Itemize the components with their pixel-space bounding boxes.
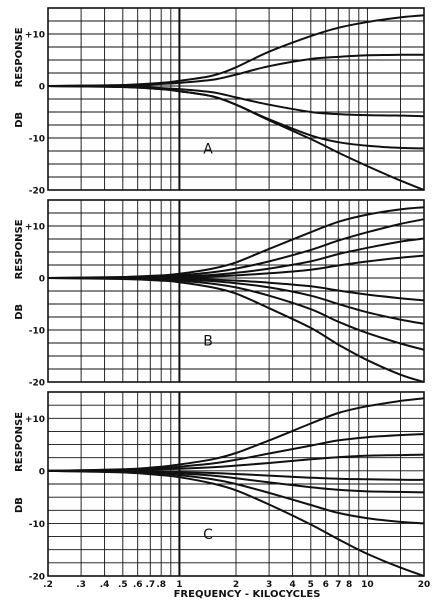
- x-tick-label: 7: [335, 580, 341, 590]
- y-axis-label-db: DB: [14, 112, 25, 128]
- panel-label: B: [203, 333, 213, 349]
- series-curves: [47, 206, 425, 383]
- chart-panel-b: +10 0 -10 -20 RESPONSE DB B: [14, 199, 425, 389]
- y-tick-label: 0: [39, 83, 45, 93]
- y-tick-label: -20: [29, 573, 45, 583]
- y-tick-label: 0: [39, 275, 45, 285]
- x-tick-label: .4: [100, 580, 110, 590]
- chart-panel-a: +10 0 -10 -20 RESPONSE DB A: [14, 7, 425, 197]
- series-line-2: [47, 53, 425, 87]
- x-axis-title: FREQUENCY - KILOCYCLES: [174, 589, 321, 600]
- y-axis-label-db: DB: [14, 304, 25, 320]
- x-tick-label: 4: [289, 580, 295, 590]
- plot-frame: [47, 7, 425, 191]
- x-tick-label: .2: [43, 580, 53, 590]
- x-tick-label: 10: [361, 580, 374, 590]
- y-tick-label: +10: [25, 223, 45, 233]
- series-line-6: [47, 469, 425, 525]
- x-tick-label: .8: [156, 580, 166, 590]
- x-tick-label: .3: [76, 580, 86, 590]
- plot-frame: [47, 391, 425, 577]
- y-tick-label: -20: [29, 379, 45, 389]
- series-line-5: [47, 85, 425, 191]
- y-axis-label-response: RESPONSE: [14, 27, 25, 87]
- gridlines: [48, 199, 424, 383]
- x-tick-label: 20: [418, 580, 431, 590]
- y-tick-label: -10: [29, 135, 45, 145]
- y-tick-label: -10: [29, 327, 45, 337]
- x-tick-label: .7: [145, 580, 155, 590]
- y-axis-label-response: RESPONSE: [14, 412, 25, 472]
- panel-label: C: [203, 527, 213, 543]
- y-tick-label: 0: [39, 467, 45, 477]
- series-line-7: [47, 469, 425, 577]
- series-curves: [47, 14, 425, 191]
- y-axis-label-db: DB: [14, 497, 25, 513]
- x-tick-label: 2: [233, 580, 239, 590]
- chart-panel-c: +10 0 -10 -20 RESPONSE DB C: [14, 391, 425, 583]
- series-line-3: [47, 453, 425, 472]
- chart-panels: +10 0 -10 -20 RESPONSE DB A +10 0 -10 -20 RESPONSE D…: [14, 7, 425, 583]
- x-tick-label: 6: [323, 580, 329, 590]
- y-tick-label: +10: [25, 31, 45, 41]
- x-tick-label: 3: [266, 580, 272, 590]
- series-line-1: [47, 397, 425, 472]
- y-tick-label: -10: [29, 520, 45, 530]
- y-axis-label-response: RESPONSE: [14, 219, 25, 279]
- x-tick-label: 1: [176, 580, 182, 590]
- y-tick-label: -20: [29, 187, 45, 197]
- series-line-8: [47, 277, 425, 383]
- x-tick-label: .5: [118, 580, 128, 590]
- plot-frame: [47, 199, 425, 383]
- x-axis-tick-labels: .2 .3 .4 .5 .6.7.8 1 2 3 4 5 6 7 8 10 20: [43, 580, 430, 590]
- x-tick-label: 8: [346, 580, 352, 590]
- x-tick-label: .6: [133, 580, 143, 590]
- panel-label: A: [203, 141, 213, 157]
- series-curves: [47, 397, 425, 577]
- x-tick-label: 5: [308, 580, 314, 590]
- y-tick-label: +10: [25, 415, 45, 425]
- gridlines: [48, 7, 424, 191]
